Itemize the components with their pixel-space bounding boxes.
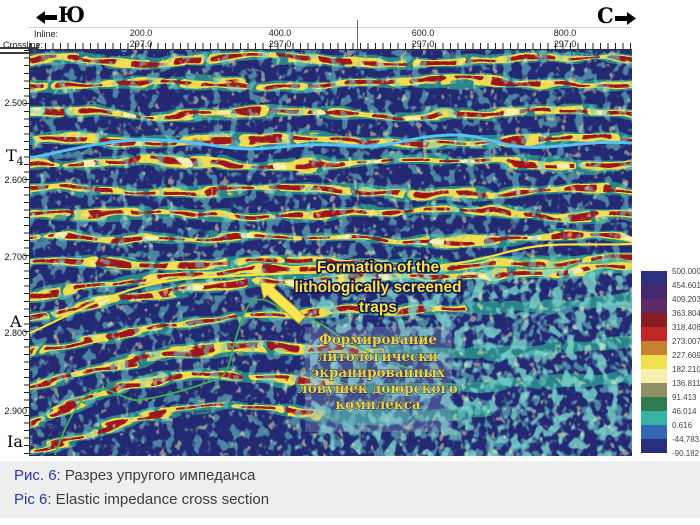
depth-tick: 2.800 xyxy=(4,328,27,338)
svg-text:ловушек доюрского: ловушек доюрского xyxy=(298,381,458,397)
direction-south-label: Ю xyxy=(58,2,86,27)
horizon-line-cyan xyxy=(29,133,633,160)
colorbar-label: 500.000 xyxy=(672,267,700,276)
svg-text:lithologically screened: lithologically screened xyxy=(294,279,461,296)
svg-text:Formation of the: Formation of the xyxy=(317,259,440,276)
colorbar-band xyxy=(641,397,667,411)
colorbar-band xyxy=(641,327,667,341)
svg-text:traps: traps xyxy=(359,299,397,316)
seismic-section: .lt{stroke:#2fa393;stroke-width:12;fill:… xyxy=(30,50,632,456)
caption-prefix-en: Pic 6: xyxy=(14,491,52,508)
left-frame-line-1 xyxy=(0,47,38,49)
left-axis-line xyxy=(29,50,30,456)
inline-axis-label: Inline: xyxy=(34,29,59,39)
left-frame-line-2 xyxy=(0,52,38,54)
annotation-arrow-icon xyxy=(259,281,307,325)
colorbar-label: 0.616 xyxy=(672,421,693,430)
caption-text-en: Elastic impedance cross section xyxy=(51,491,270,508)
depth-tick: 2.900 xyxy=(4,406,27,416)
colorbar-band xyxy=(641,271,667,285)
colorbar-band xyxy=(641,355,667,369)
arrow-right-icon xyxy=(615,12,636,25)
inline-value: 400.0 xyxy=(268,28,292,38)
horizon-line-green xyxy=(54,298,443,456)
speckle-overlay-yellow xyxy=(30,50,632,456)
horizon-marker-a: A xyxy=(10,312,22,331)
colorbar-label: 318.406 xyxy=(672,323,700,332)
ruler-major-tick xyxy=(357,20,358,50)
colorbar-band xyxy=(641,341,667,355)
svg-text:Формирование: Формирование xyxy=(319,332,437,348)
depth-tick: 2.600 xyxy=(4,175,27,185)
colorbar-label: 227.609 xyxy=(672,351,700,360)
inline-value: 800.0 xyxy=(553,28,577,38)
caption-line-en: Pic 6: Elastic impedance cross section xyxy=(14,491,269,508)
caption-text-ru: Разрез упругого импеданса xyxy=(60,467,256,484)
crossline-axis-label: Crossline: xyxy=(3,40,44,50)
colorbar-label: 454.601 xyxy=(672,281,700,290)
caption-panel: Рис. 6: Разрез упругого импеданса Pic 6:… xyxy=(0,461,700,518)
depth-tick: 2.700 xyxy=(4,252,27,262)
colorbar-label: 91.413 xyxy=(672,393,697,402)
caption-line-ru: Рис. 6: Разрез упругого импеданса xyxy=(14,467,255,484)
colorbar-band xyxy=(641,369,667,383)
annotation-russian: Формирование литологически экранированны… xyxy=(298,332,459,414)
highlight-box xyxy=(305,327,452,432)
colorbar-label: 363.804 xyxy=(672,309,700,318)
svg-text:комплекса: комплекса xyxy=(335,397,420,413)
annotation-english: Formation of the lithologically screened… xyxy=(293,257,463,317)
seismic-section-svg: .lt{stroke:#2fa393;stroke-width:12;fill:… xyxy=(30,50,632,456)
colorbar-label: 46.014 xyxy=(672,407,697,416)
colorbar-band xyxy=(641,285,667,299)
top-ruler-ticks xyxy=(30,43,632,49)
colorbar-label: -90.182 xyxy=(672,449,700,458)
direction-north-label: С xyxy=(597,3,614,28)
svg-text:литологически: литологически xyxy=(318,349,438,365)
colorbar-band xyxy=(641,439,667,453)
colorbar-label: 182.210 xyxy=(672,365,700,374)
colorbar-band xyxy=(641,313,667,327)
arrow-left-icon xyxy=(36,11,57,24)
colorbar-label: 136.811 xyxy=(672,379,700,388)
inline-value: 600.0 xyxy=(411,28,435,38)
horizon-marker-ia: Ia xyxy=(7,432,23,451)
colorbar-band xyxy=(641,411,667,425)
colorbar-label: 273.007 xyxy=(672,337,700,346)
colorbar-label: -44.783 xyxy=(672,435,700,444)
left-axis-ticks xyxy=(24,50,29,456)
colorbar-band xyxy=(641,425,667,439)
header-divider xyxy=(28,27,632,28)
horizon-line-yellow xyxy=(29,242,633,335)
horizon-marker-t4: T4 xyxy=(6,146,24,169)
svg-text:экранированных: экранированных xyxy=(311,365,446,381)
depth-tick: 2.500 xyxy=(4,98,27,108)
colorbar-band xyxy=(641,299,667,313)
colorbar-band xyxy=(641,383,667,397)
top-ruler-line xyxy=(28,49,632,50)
inline-value: 200.0 xyxy=(129,28,153,38)
colorbar-label: 409.203 xyxy=(672,295,700,304)
caption-prefix-ru: Рис. 6: xyxy=(14,467,61,484)
